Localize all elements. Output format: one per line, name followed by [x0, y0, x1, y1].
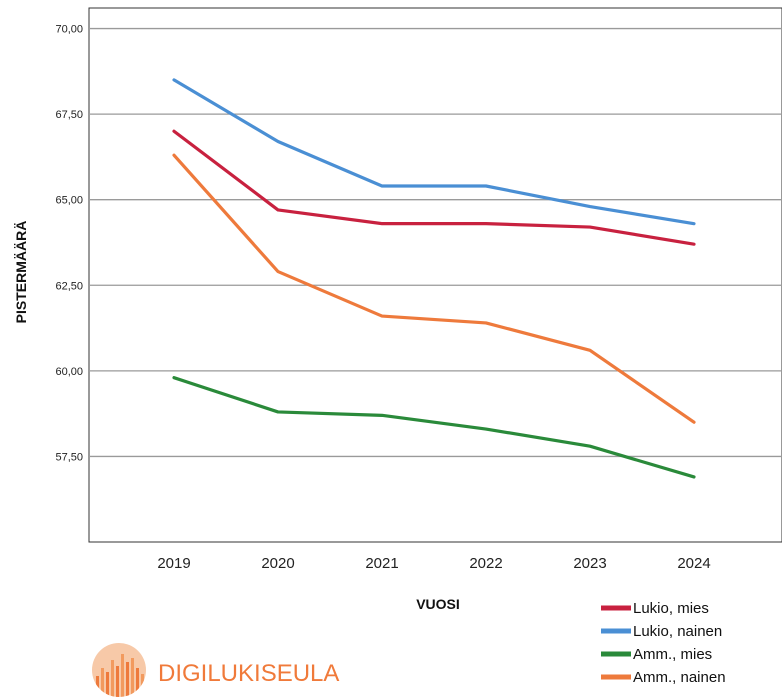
logo: DIGILUKISEULA: [92, 643, 339, 697]
series-line-lukio-nainen: [172, 78, 696, 226]
series-line-amm-mies: [172, 376, 696, 479]
x-tick-label: 2019: [157, 555, 190, 572]
x-axis-ticks: 2019 2020 2021 2022 2023 2024: [157, 555, 710, 572]
y-axis-ticks: 70,00 67,50 65,00 62,50 60,00 57,50: [55, 24, 83, 464]
y-tick-label: 65,00: [55, 195, 83, 207]
y-tick-label: 62,50: [55, 280, 83, 292]
y-tick-label: 60,00: [55, 366, 83, 378]
legend-label: Lukio, mies: [633, 600, 709, 617]
legend-label: Lukio, nainen: [633, 623, 722, 640]
y-tick-label: 67,50: [55, 109, 83, 121]
plot-area: [88, 7, 782, 543]
legend-label: Amm., nainen: [633, 669, 726, 686]
legend: Lukio, mies Lukio, nainen Amm., mies Amm., …: [601, 600, 726, 686]
x-tick-label: 2022: [469, 555, 502, 572]
x-axis-label: VUOSI: [416, 596, 460, 612]
x-tick-label: 2023: [573, 555, 606, 572]
y-tick-label: 70,00: [55, 24, 83, 36]
y-tick-label: 57,50: [55, 451, 83, 463]
series-lines: [172, 78, 696, 479]
gridlines: [89, 27, 782, 458]
legend-label: Amm., mies: [633, 646, 712, 663]
y-axis-label: PISTERMÄÄRÄ: [13, 221, 29, 324]
x-tick-label: 2021: [365, 555, 398, 572]
logo-text: DIGILUKISEULA: [158, 660, 339, 687]
series-line-lukio-mies: [172, 129, 696, 246]
bar-chart-circle-icon: [92, 643, 146, 697]
x-tick-label: 2020: [261, 555, 294, 572]
series-line-amm-nainen: [172, 153, 696, 424]
x-tick-label: 2024: [677, 555, 710, 572]
